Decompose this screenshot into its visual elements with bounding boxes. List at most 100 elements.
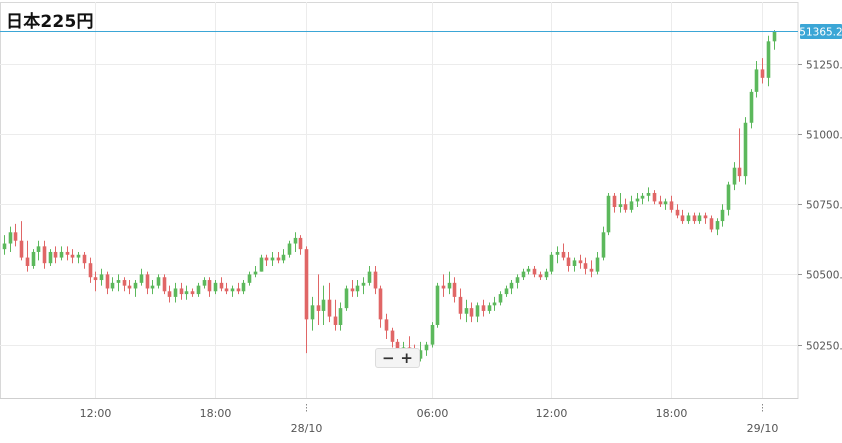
candle-body <box>669 201 674 210</box>
candle-body <box>749 91 754 123</box>
candle <box>224 282 229 295</box>
candle-body <box>105 274 110 289</box>
candle <box>601 226 606 261</box>
zoom-out-button[interactable]: − <box>382 349 395 367</box>
candle-body <box>190 291 195 295</box>
candle <box>184 285 189 300</box>
candle-body <box>726 184 731 210</box>
candle <box>669 195 674 213</box>
candle <box>606 192 611 236</box>
candle <box>355 280 360 297</box>
candle-body <box>355 285 360 292</box>
candle-body <box>418 350 423 359</box>
candle-body <box>595 257 600 272</box>
candle-body <box>555 251 560 255</box>
candle-body <box>236 288 241 292</box>
candle-body <box>509 282 514 289</box>
candle <box>686 212 691 224</box>
candle-body <box>321 299 326 311</box>
candle <box>93 271 98 292</box>
candle <box>13 223 18 247</box>
candle <box>338 302 343 331</box>
candle-body <box>179 288 184 295</box>
candle <box>333 299 338 331</box>
candle-body <box>241 282 246 292</box>
candle <box>498 291 503 306</box>
candle-body <box>276 257 281 261</box>
candle <box>48 249 53 266</box>
candle-body <box>264 257 269 261</box>
candle-body <box>8 232 13 244</box>
candle-body <box>743 122 748 177</box>
candle-body <box>19 240 24 258</box>
candle-body <box>167 291 172 297</box>
candle-body <box>521 271 526 278</box>
candle <box>241 280 246 295</box>
candle <box>70 249 75 264</box>
candle <box>99 268 104 286</box>
candle-body <box>652 192 657 202</box>
candle <box>618 192 623 213</box>
candle <box>76 251 81 264</box>
candle <box>133 280 138 297</box>
candle-body <box>99 274 104 281</box>
candle-body <box>504 288 509 295</box>
candle <box>623 198 628 213</box>
candle-body <box>110 282 115 289</box>
candle <box>190 288 195 297</box>
candle-body <box>492 302 497 306</box>
candle-body <box>270 257 275 261</box>
candle-body <box>287 243 292 255</box>
candle <box>703 212 708 224</box>
candle <box>150 280 155 295</box>
candle-body <box>304 249 309 320</box>
candle-body <box>224 288 229 292</box>
candle-body <box>583 263 588 269</box>
y-tick-label: 50500.0 <box>806 270 842 282</box>
candle <box>162 274 167 295</box>
candle-body <box>2 243 7 250</box>
candle <box>675 204 680 219</box>
candle <box>42 240 47 269</box>
candle <box>612 192 617 213</box>
candle <box>276 251 281 264</box>
candle <box>430 322 435 348</box>
price-label-bg <box>800 24 842 39</box>
candle-body <box>720 209 725 222</box>
zoom-in-button[interactable]: + <box>400 349 413 367</box>
candle-body <box>247 274 252 283</box>
candle <box>481 299 486 317</box>
candle-body <box>441 285 446 289</box>
candle <box>110 277 115 292</box>
candle-body <box>213 282 218 292</box>
candle-body <box>760 69 765 78</box>
candle-body <box>646 192 651 196</box>
candle <box>139 268 144 286</box>
candle <box>418 341 423 362</box>
candle <box>487 302 492 314</box>
candle-body <box>298 237 303 250</box>
candle-body <box>13 232 18 241</box>
candle <box>378 285 383 328</box>
candle-body <box>173 288 178 297</box>
candle <box>743 117 748 185</box>
candle-body <box>25 257 30 266</box>
candle <box>321 285 326 325</box>
candle-body <box>207 280 212 292</box>
candle-body <box>384 319 389 331</box>
y-tick-label: 50250.0 <box>806 341 842 353</box>
chart-title: 日本225円 <box>6 12 94 32</box>
candle-body <box>70 254 75 258</box>
candle-body <box>373 271 378 289</box>
candle-body <box>715 221 720 230</box>
candle-body <box>766 41 771 78</box>
candle <box>749 89 754 129</box>
candle <box>253 266 258 278</box>
candle <box>293 232 298 252</box>
candle <box>281 249 286 264</box>
candle <box>589 260 594 278</box>
candle-body <box>361 282 366 286</box>
candle <box>179 282 184 300</box>
candle <box>36 240 41 261</box>
candle <box>469 302 474 323</box>
